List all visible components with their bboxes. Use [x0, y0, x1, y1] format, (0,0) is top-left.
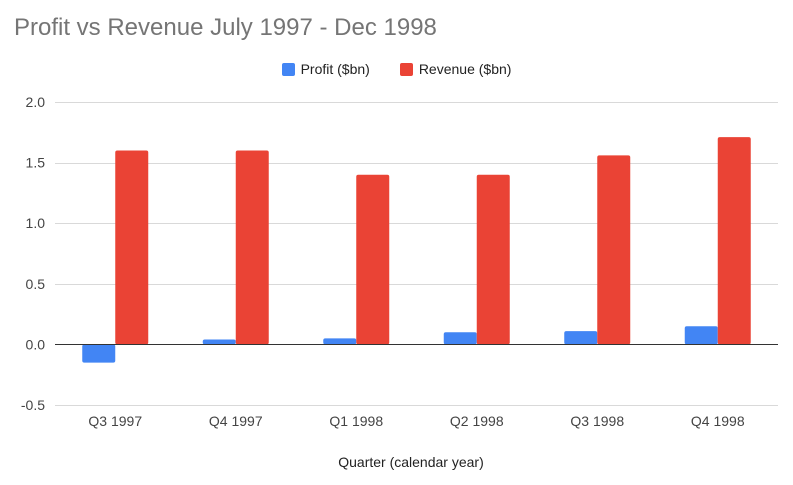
y-tick-labels: 2.0 1.5 1.0 0.5 0.0 -0.5	[21, 94, 45, 413]
y-tick-label: 1.0	[26, 215, 46, 231]
legend-item-profit[interactable]: Profit ($bn)	[281, 61, 370, 77]
revenue-bar-q1-1998[interactable]	[356, 174, 390, 345]
revenue-bar-q2-1998[interactable]	[476, 174, 510, 345]
profit-bar-q4-1998[interactable]	[684, 326, 718, 345]
revenue-bar-q3-1998[interactable]	[597, 155, 631, 345]
x-tick-label: Q1 1998	[329, 413, 383, 429]
legend-label-revenue: Revenue ($bn)	[418, 61, 512, 77]
revenue-bar-q4-1997[interactable]	[235, 150, 269, 345]
x-tick-label: Q3 1998	[570, 413, 624, 429]
legend-item-revenue[interactable]: Revenue ($bn)	[399, 61, 512, 77]
x-tick-label: Q4 1997	[209, 413, 263, 429]
profit-bar-q3-1997[interactable]	[82, 344, 116, 363]
chart-title: Profit vs Revenue July 1997 - Dec 1998	[14, 14, 437, 41]
revenue-bar-q3-1997[interactable]	[115, 150, 149, 345]
gridlines	[55, 102, 778, 406]
revenue-bar-q4-1998[interactable]	[717, 137, 751, 345]
x-tick-label: Q3 1997	[88, 413, 142, 429]
legend-swatch-revenue	[399, 62, 413, 76]
x-axis-title: Quarter (calendar year)	[338, 454, 484, 470]
x-tick-label: Q4 1998	[691, 413, 745, 429]
y-tick-label: -0.5	[21, 397, 45, 413]
legend-swatch-profit	[281, 62, 295, 76]
profit-bar-q3-1998[interactable]	[564, 331, 598, 345]
profit-bar-q2-1998[interactable]	[443, 332, 477, 345]
x-tick-labels: Q3 1997 Q4 1997 Q1 1998 Q2 1998 Q3 1998 Q4 19…	[88, 413, 744, 429]
y-tick-label: 2.0	[26, 94, 46, 110]
y-tick-label: 0.5	[26, 276, 46, 292]
bars	[82, 137, 751, 363]
y-tick-label: 1.5	[26, 155, 46, 171]
legend: Profit ($bn) Revenue ($bn)	[0, 61, 793, 77]
x-tick-label: Q2 1998	[450, 413, 504, 429]
y-tick-label: 0.0	[26, 336, 46, 352]
profit-bar-q1-1998[interactable]	[323, 338, 357, 345]
profit-bar-q4-1997[interactable]	[202, 339, 236, 345]
legend-label-profit: Profit ($bn)	[300, 61, 370, 77]
